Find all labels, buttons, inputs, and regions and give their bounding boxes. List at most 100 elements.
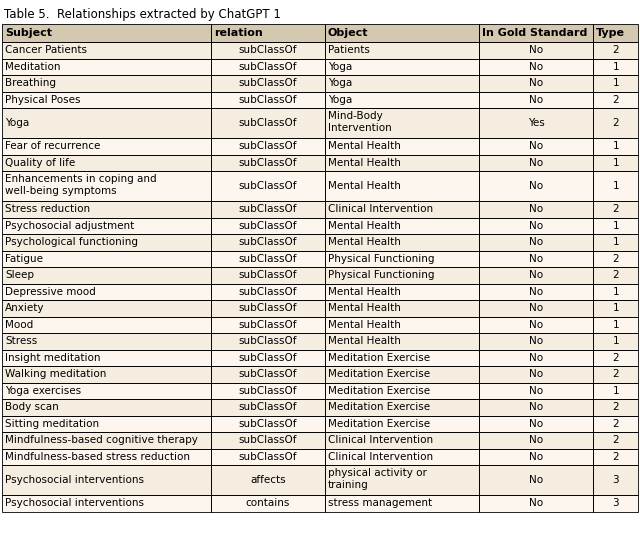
Bar: [2, 382, 211, 399]
Text: subClassOf: subClassOf: [239, 118, 297, 128]
Text: Yoga: Yoga: [328, 78, 352, 88]
Bar: [325, 59, 479, 75]
Bar: [325, 108, 479, 138]
Bar: [211, 75, 325, 91]
Text: 1: 1: [612, 141, 619, 151]
Text: Mental Health: Mental Health: [328, 181, 401, 191]
Bar: [211, 382, 325, 399]
Text: No: No: [529, 353, 543, 363]
Bar: [325, 399, 479, 416]
Bar: [325, 91, 479, 108]
Text: relation: relation: [214, 28, 262, 38]
Bar: [211, 42, 325, 59]
Bar: [211, 432, 325, 448]
Text: Clinical Intervention: Clinical Intervention: [328, 204, 433, 214]
Text: Breathing: Breathing: [5, 78, 56, 88]
Bar: [479, 91, 593, 108]
Bar: [2, 495, 211, 511]
Bar: [325, 432, 479, 448]
Text: subClassOf: subClassOf: [239, 419, 297, 429]
Text: subClassOf: subClassOf: [239, 221, 297, 231]
Text: Quality of life: Quality of life: [5, 158, 76, 168]
Bar: [211, 432, 325, 448]
Bar: [593, 267, 638, 283]
Text: subClassOf: subClassOf: [239, 435, 297, 445]
Text: No: No: [529, 369, 543, 379]
Text: 1: 1: [612, 158, 619, 168]
Text: Psychological functioning: Psychological functioning: [5, 237, 138, 248]
Text: 2: 2: [612, 204, 619, 214]
Bar: [2, 495, 211, 511]
Bar: [211, 465, 325, 495]
Bar: [479, 432, 593, 448]
Bar: [2, 333, 211, 349]
Text: subClassOf: subClassOf: [239, 336, 297, 346]
Bar: [325, 42, 479, 59]
Text: Meditation Exercise: Meditation Exercise: [328, 419, 430, 429]
Bar: [211, 267, 325, 283]
Bar: [211, 300, 325, 317]
Bar: [479, 171, 593, 201]
Bar: [325, 495, 479, 511]
Text: No: No: [529, 452, 543, 462]
Text: No: No: [529, 475, 543, 485]
Bar: [593, 42, 638, 59]
Bar: [211, 333, 325, 349]
Bar: [2, 171, 211, 201]
Bar: [593, 495, 638, 511]
Text: 1: 1: [612, 78, 619, 88]
Bar: [211, 399, 325, 416]
Bar: [593, 154, 638, 171]
Text: Type: Type: [596, 28, 625, 38]
Bar: [325, 465, 479, 495]
Text: subClassOf: subClassOf: [239, 270, 297, 280]
Bar: [211, 201, 325, 218]
Text: Physical Functioning: Physical Functioning: [328, 270, 435, 280]
Text: No: No: [529, 303, 543, 313]
Bar: [2, 171, 211, 201]
Bar: [479, 399, 593, 416]
Bar: [211, 283, 325, 300]
Text: Yoga: Yoga: [5, 118, 29, 128]
Bar: [325, 333, 479, 349]
Text: Physical Poses: Physical Poses: [5, 95, 81, 105]
Bar: [593, 108, 638, 138]
Bar: [325, 154, 479, 171]
Text: Sleep: Sleep: [5, 270, 34, 280]
Bar: [2, 108, 211, 138]
Text: No: No: [529, 237, 543, 248]
Bar: [211, 218, 325, 234]
Text: Mind-Body
Intervention: Mind-Body Intervention: [328, 111, 392, 133]
Text: Yoga: Yoga: [328, 95, 352, 105]
Bar: [2, 267, 211, 283]
Bar: [2, 382, 211, 399]
Text: No: No: [529, 435, 543, 445]
Text: affects: affects: [250, 475, 285, 485]
Text: No: No: [529, 141, 543, 151]
Bar: [593, 300, 638, 317]
Bar: [2, 154, 211, 171]
Bar: [325, 317, 479, 333]
Bar: [211, 317, 325, 333]
Bar: [211, 349, 325, 366]
Text: Meditation Exercise: Meditation Exercise: [328, 386, 430, 395]
Bar: [2, 234, 211, 250]
Bar: [325, 59, 479, 75]
Text: Mental Health: Mental Health: [328, 237, 401, 248]
Bar: [325, 75, 479, 91]
Bar: [479, 382, 593, 399]
Text: Mindfulness-based stress reduction: Mindfulness-based stress reduction: [5, 452, 190, 462]
Bar: [2, 75, 211, 91]
Bar: [479, 495, 593, 511]
Bar: [211, 317, 325, 333]
Text: Mental Health: Mental Health: [328, 336, 401, 346]
Bar: [211, 218, 325, 234]
Bar: [325, 218, 479, 234]
Bar: [479, 201, 593, 218]
Bar: [479, 448, 593, 465]
Bar: [593, 317, 638, 333]
Text: 3: 3: [612, 498, 619, 508]
Bar: [2, 218, 211, 234]
Bar: [211, 154, 325, 171]
Text: subClassOf: subClassOf: [239, 95, 297, 105]
